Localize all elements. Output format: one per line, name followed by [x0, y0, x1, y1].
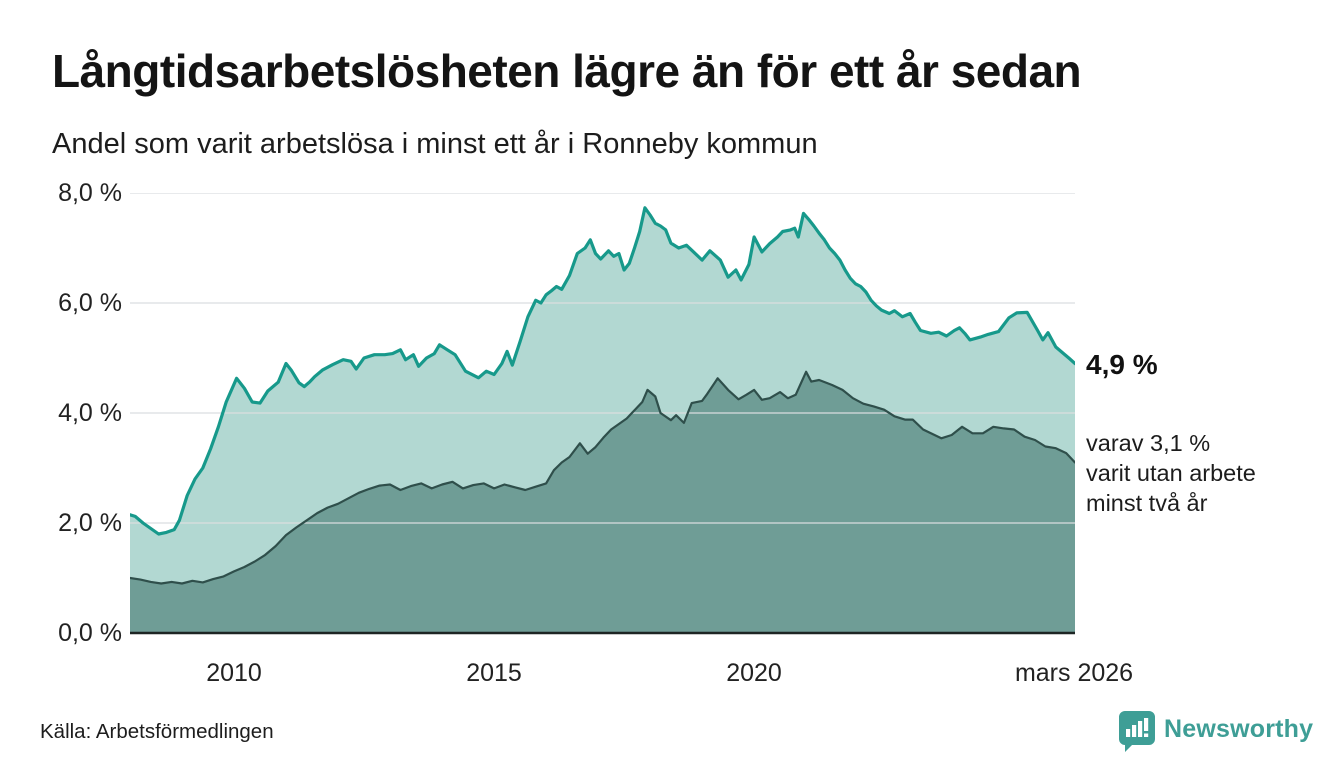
y-tick-label-6: 6,0 %: [58, 289, 122, 317]
source-attribution: Källa: Arbetsförmedlingen: [40, 720, 274, 743]
y-tick-label-0: 0,0 %: [58, 619, 122, 647]
x-tick-label-2015: 2015: [466, 659, 522, 687]
newsworthy-logo-icon: [1119, 711, 1155, 752]
secondary-value-label: varav 3,1 % varit utan arbete minst två …: [1086, 428, 1256, 518]
series-area-1: [130, 371, 1075, 633]
x-tick-label-2010: 2010: [206, 659, 262, 687]
series-line-0: [130, 206, 1075, 536]
y-tick-label-4: 4,0 %: [58, 399, 122, 427]
series-line-1: [130, 370, 1075, 585]
latest-value-label: 4,9 %: [1086, 349, 1158, 380]
secondary-value-line-1: varav 3,1 %: [1086, 430, 1211, 456]
newsworthy-logo-text: Newsworthy: [1164, 715, 1314, 743]
y-tick-label-2: 2,0 %: [58, 509, 122, 537]
chart-title: Långtidsarbetslösheten lägre än för ett …: [52, 45, 1082, 97]
chart-subtitle: Andel som varit arbetslösa i minst ett å…: [52, 128, 818, 160]
newsworthy-logo: Newsworthy: [1118, 710, 1313, 752]
x-tick-label-mars-2026: mars 2026: [1014, 659, 1134, 687]
area-chart-plot: [130, 193, 1075, 635]
secondary-value-line-2: varit utan arbete: [1086, 460, 1256, 486]
secondary-value-line-3: minst två år: [1086, 490, 1208, 516]
y-tick-label-8: 8,0 %: [58, 179, 122, 207]
x-tick-label-2020: 2020: [726, 659, 782, 687]
